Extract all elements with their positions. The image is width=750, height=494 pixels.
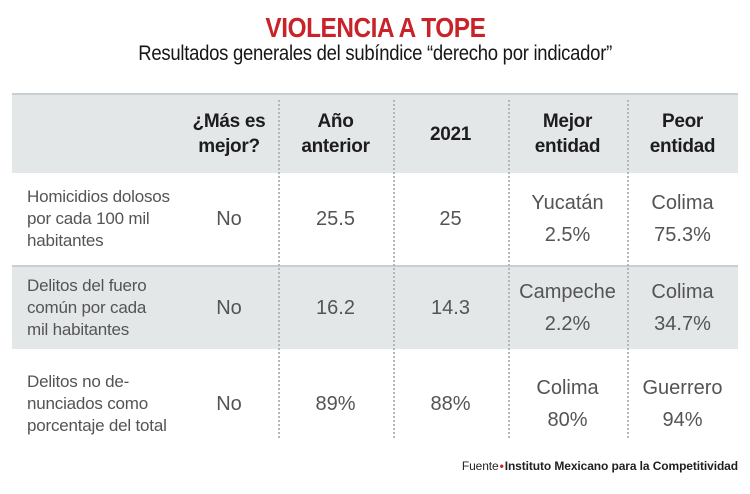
row-label-line: mil habitantes [27,320,130,339]
col-header-mejor-entidad: Mejor entidad [508,95,627,173]
data-table: ¿Más es mejor? Año anterior 2021 Mejor e… [12,93,738,445]
value-2021: 88% [430,392,471,415]
row-label-line: común por cada [27,298,147,317]
table-row-delitos-no-denunciados: Delitos no de- nunciados como porcentaje… [12,349,738,445]
col-header-line: entidad [649,136,716,157]
best-entity-cell: Colima 80% [508,363,627,445]
best-entity-value: 2.5% [544,224,591,246]
page-subtitle: Resultados generales del subíndice “dere… [0,42,750,68]
worst-entity-cell: Colima 75.3% [627,173,738,265]
col-header-2021: 2021 [393,95,508,173]
row-label-line: habitantes [27,231,104,250]
col-header-peor-entidad: Peor entidad [627,95,738,173]
worst-entity-name: Colima [651,281,714,303]
worst-entity-cell: Guerrero 94% [627,363,738,445]
col-header-line: Año [317,111,354,132]
worst-entity-cell: Colima 34.7% [627,267,738,349]
row-label: Homicidios dolosos por cada 100 mil habi… [12,173,180,265]
page-title-text: VIOLENCIA A TOPE [264,12,485,43]
value-mas-es-mejor: No [216,296,242,319]
value-2021: 14.3 [431,296,470,319]
worst-entity-value: 94% [662,409,703,431]
col-header-line: mejor? [198,136,260,157]
col-header-anio-anterior: Año anterior [278,95,393,173]
best-entity-cell: Campeche 2.2% [508,267,627,349]
row-label-line: Delitos no de- [27,372,130,391]
best-entity-name: Campeche [519,281,616,303]
row-label-line: Homicidios dolosos [27,187,170,206]
row-label: Delitos del fuero común por cada mil hab… [12,267,180,349]
header-label-spacer [12,95,180,173]
value-anio-anterior: 25.5 [316,207,355,230]
value-anio-anterior: 16.2 [316,296,355,319]
value-anio-anterior: 89% [315,392,356,415]
row-label-line: porcentaje del total [27,416,167,435]
source-line: Fuente•Instituto Mexicano para la Compet… [0,458,750,474]
source-name: Instituto Mexicano para la Competitivida… [504,459,738,473]
best-entity-name: Colima [536,377,599,399]
worst-entity-value: 75.3% [654,224,711,246]
source-label: Fuente [461,459,499,473]
value-mas-es-mejor: No [216,207,242,230]
row-label: Delitos no de- nunciados como porcentaje… [12,363,180,445]
page-title: VIOLENCIA A TOPE [0,0,750,43]
column-divider-4 [627,100,629,438]
page-subtitle-text: Resultados generales del subíndice “dere… [138,42,612,65]
col-header-line: 2021 [429,123,472,145]
best-entity-name: Yucatán [531,192,604,214]
col-header-line: Mejor [542,111,593,132]
col-header-mas-es-mejor: ¿Más es mejor? [180,95,278,173]
best-entity-value: 80% [547,409,588,431]
row-label-line: Delitos del fuero [27,276,147,295]
column-divider-3 [508,100,510,438]
best-entity-cell: Yucatán 2.5% [508,173,627,265]
table-header-row: ¿Más es mejor? Año anterior 2021 Mejor e… [12,93,738,173]
table-row-delitos-fuero-comun: Delitos del fuero común por cada mil hab… [12,265,738,349]
worst-entity-name: Colima [651,192,714,214]
column-divider-1 [278,100,280,438]
row-label-line: por cada 100 mil [27,209,150,228]
value-mas-es-mejor: No [216,392,242,415]
value-2021: 25 [439,207,462,230]
col-header-line: Peor [661,111,704,132]
col-header-line: entidad [534,136,601,157]
col-header-line: ¿Más es [192,111,266,132]
table-row-homicidios: Homicidios dolosos por cada 100 mil habi… [12,173,738,265]
column-divider-2 [393,100,395,438]
best-entity-value: 2.2% [544,313,591,335]
worst-entity-name: Guerrero [642,377,723,399]
col-header-line: anterior [301,136,370,157]
worst-entity-value: 34.7% [654,313,711,335]
row-label-line: nunciados como [27,394,148,413]
source-bullet-icon: • [499,459,504,473]
